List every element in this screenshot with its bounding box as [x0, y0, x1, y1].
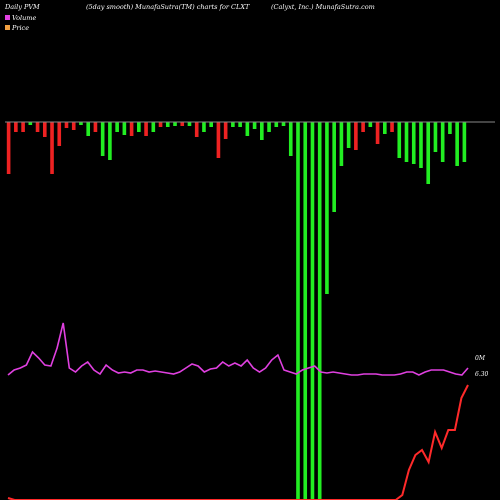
pvm-bar [79, 122, 83, 125]
pvm-bar [433, 122, 438, 152]
pvm-bar [303, 122, 308, 500]
pvm-bar [332, 122, 336, 212]
pvm-bar [361, 122, 365, 132]
pvm-bar [35, 122, 40, 132]
pvm-bar [137, 122, 141, 132]
pvm-bar [115, 122, 119, 132]
pvm-bar [238, 122, 242, 127]
pvm-bar [274, 122, 279, 127]
price-right-label: 6.30 [475, 371, 489, 378]
pvm-bar [231, 122, 235, 127]
volume-line [7, 322, 469, 376]
pvm-bar [354, 122, 358, 150]
pvm-bar [325, 122, 329, 294]
pvm-bar [245, 122, 250, 136]
pvm-bar [57, 122, 62, 146]
pvm-bar [209, 122, 213, 127]
pvm-bar [368, 122, 373, 127]
pvm-bar [440, 122, 445, 162]
pvm-bar [317, 122, 322, 500]
pvm-bar [151, 122, 156, 132]
pvm-bar [390, 122, 394, 132]
pvm-bar [448, 122, 452, 134]
pvm-bar [28, 122, 33, 125]
pvm-bar [260, 122, 264, 140]
pvm-bar [310, 122, 315, 500]
chart-header-center-right: (Calyxt, Inc.) MunafaSutra.com [271, 3, 375, 11]
pvm-bars [6, 122, 467, 500]
pvm-bar [223, 122, 228, 139]
pvm-bar [6, 122, 11, 174]
pvm-bar [144, 122, 148, 136]
pvm-bar [339, 122, 344, 166]
pvm-bar [129, 122, 134, 136]
pvm-bar [42, 122, 47, 137]
pvm-bar [21, 122, 25, 132]
pvm-bar [71, 122, 76, 130]
pvm-bar [122, 122, 127, 135]
legend-swatch-price [5, 25, 10, 30]
pvm-bar [411, 122, 416, 164]
price-line [7, 384, 469, 500]
chart-header-left: Daily PVM [4, 3, 40, 11]
pvm-bar [252, 122, 257, 129]
pvm-bar [14, 122, 18, 132]
pvm-bar [375, 122, 380, 144]
legend-label-price: Price [11, 24, 29, 32]
pvm-bar [158, 122, 163, 127]
legend-swatch-volume [5, 15, 10, 20]
pvm-bar [100, 122, 105, 156]
pvm-bar [180, 122, 185, 126]
pvm-bar [50, 122, 54, 174]
pvm-bar [346, 122, 351, 148]
pvm-bar [288, 122, 293, 156]
pvm-bar [86, 122, 91, 136]
pvm-bar [383, 122, 387, 134]
pvm-bar [216, 122, 221, 158]
chart-header-center-left: (5day smooth) MunafaSutra(TM) charts for… [86, 3, 250, 11]
pvm-bar [267, 122, 271, 132]
pvm-bar [108, 122, 112, 160]
pvm-bar [296, 122, 300, 500]
pvm-bar [173, 122, 177, 126]
pvm-bar [426, 122, 431, 184]
pvm-bar [397, 122, 402, 158]
pvm-bar [455, 122, 459, 166]
pvm-bar [194, 122, 199, 137]
pvm-bar [281, 122, 286, 126]
pvm-bar [64, 122, 69, 128]
volume-right-label: 0M [475, 355, 486, 362]
pvm-bar [202, 122, 206, 132]
pvm-bar [419, 122, 423, 168]
pvm-bar [165, 122, 170, 127]
pvm-bar [93, 122, 98, 132]
pvm-bar [187, 122, 192, 126]
legend-label-volume: Volume [12, 14, 36, 22]
pvm-bar [404, 122, 409, 162]
pvm-bar [462, 122, 467, 162]
